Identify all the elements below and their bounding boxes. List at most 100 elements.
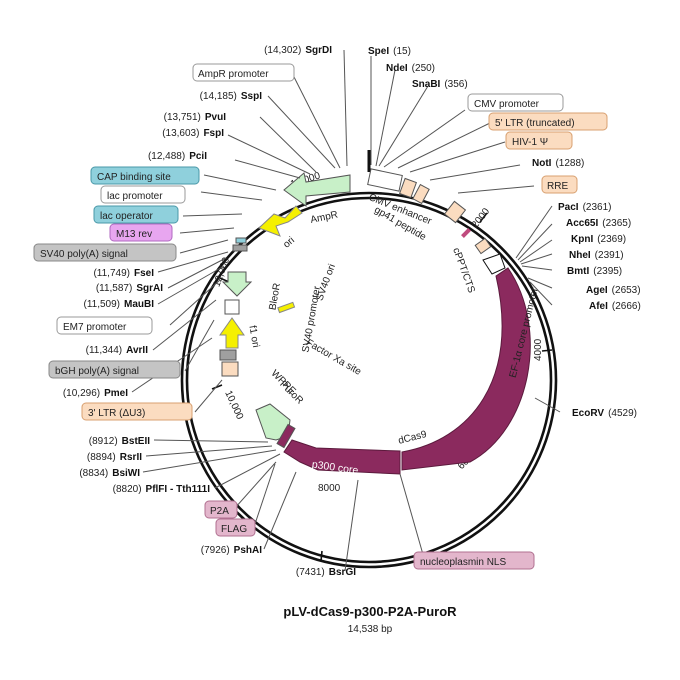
tick-2000 <box>479 212 488 223</box>
dcas9-label: dCas9 <box>397 429 428 447</box>
site-nhei: NheI (2391) <box>569 250 624 261</box>
tick-label-10000: 10,000 <box>222 389 245 422</box>
site-maubi-pos: (11,509) <box>83 299 120 310</box>
site-spei: SpeI (15) <box>368 46 411 57</box>
tick-label-4000: 4000 <box>533 338 544 361</box>
feature-box-sv40-polya: SV40 poly(A) signal <box>33 243 177 262</box>
ef1a-dots <box>482 253 506 275</box>
tick-8000 <box>320 550 323 562</box>
site-bsiwi-name: BsiWI <box>112 468 140 479</box>
site-maubi-name: MauBI <box>124 299 154 310</box>
site-sgrai-name: SgrAI <box>136 283 163 294</box>
site-noti: NotI (1288) <box>532 158 584 169</box>
site-kpni-pos: (2369) <box>597 234 626 245</box>
site-maubi: (11,509) MauBI <box>83 299 154 310</box>
site-pflfi: (8820) PflFI - Tth111I <box>113 484 211 495</box>
site-rsrii: (8894) RsrII <box>87 452 142 463</box>
site-fspi-pos: (13,603) <box>162 128 199 139</box>
site-snabi-pos: (356) <box>444 79 467 90</box>
feature-box-m13-rev-text: M13 rev <box>116 229 152 240</box>
backbone-inner-ring <box>185 196 553 564</box>
site-ndei-pos: (250) <box>412 63 435 74</box>
site-pvui: (13,751) PvuI <box>164 112 227 123</box>
site-ecorv-pos: (4529) <box>608 408 637 419</box>
site-bsiwi-pos: (8834) <box>79 468 108 479</box>
site-bsiwi: (8834) BsiWI <box>79 468 140 479</box>
site-afei-name: AfeI <box>589 301 608 312</box>
site-fspi: (13,603) FspI <box>162 128 224 139</box>
f1-ori-arrow <box>219 317 245 349</box>
site-acc65i-name: Acc65I <box>566 218 598 229</box>
feature-box-em7-promoter-text: EM7 promoter <box>63 322 127 333</box>
site-spei-pos: (15) <box>393 46 411 57</box>
site-bsrgi-name: BsrGI <box>329 567 356 578</box>
site-pcii-pos: (12,488) <box>148 151 185 162</box>
site-bsteii-name: BstEII <box>122 436 151 447</box>
site-acc65i-pos: (2365) <box>602 218 631 229</box>
site-pmei-name: PmeI <box>104 388 128 399</box>
site-acc65i: Acc65I (2365) <box>566 218 631 229</box>
site-sspi-pos: (14,185) <box>200 91 237 102</box>
sv40-polyA-block <box>232 244 248 252</box>
site-avrii-name: AvrII <box>126 345 148 356</box>
site-kpni-name: KpnI <box>571 234 593 245</box>
feature-box-lac-operator-text: lac operator <box>100 211 153 222</box>
feature-box-lac-promoter: lac promoter <box>100 185 186 204</box>
site-bmti-pos: (2395) <box>593 266 622 277</box>
site-paci-pos: (2361) <box>583 202 612 213</box>
feature-box-3ltr: 3' LTR (ΔU3) <box>81 402 193 421</box>
feature-box-lac-operator: lac operator <box>93 205 179 224</box>
sv40-ori-block <box>277 301 296 314</box>
3ltr-block <box>221 361 239 377</box>
plasmid-title: pLV-dCas9-p300-P2A-PuroR <box>283 604 457 619</box>
site-bsteii: (8912) BstEII <box>89 436 150 447</box>
cmv-enhancer-block <box>367 168 403 192</box>
site-snabi: SnaBI (356) <box>412 79 468 90</box>
site-bsteii-pos: (8912) <box>89 436 118 447</box>
site-pmei: (10,296) PmeI <box>63 388 128 399</box>
site-sspi: (14,185) SspI <box>200 91 263 102</box>
feature-box-ampr-promoter-text: AmpR promoter <box>198 69 269 80</box>
cap-site-block <box>235 237 247 244</box>
plasmid-size: 14,538 bp <box>348 624 393 635</box>
site-pvui-pos: (13,751) <box>164 112 201 123</box>
site-pshai-pos: (7926) <box>201 545 230 556</box>
site-rsrii-pos: (8894) <box>87 452 116 463</box>
em7-block <box>224 299 240 315</box>
puror-block <box>276 423 296 449</box>
feature-box-m13-rev: M13 rev <box>109 223 173 242</box>
site-bmti: BmtI (2395) <box>567 266 622 277</box>
site-fsei-pos: (11,749) <box>93 268 130 279</box>
feature-box-5ltr: 5' LTR (truncated) <box>488 112 608 131</box>
site-afei: AfeI (2666) <box>589 301 641 312</box>
feature-box-hiv1-psi: HIV-1 Ψ <box>505 131 573 150</box>
tick-label-2000: 2000 <box>470 206 493 231</box>
site-bmti-name: BmtI <box>567 266 589 277</box>
site-noti-pos: (1288) <box>555 158 584 169</box>
feature-box-nucleoplasmin-nls-text: nucleoplasmin NLS <box>420 557 506 568</box>
feature-box-cmv-promoter-text: CMV promoter <box>474 99 540 110</box>
site-sgrai-pos: (11,587) <box>96 283 133 294</box>
site-sgrdi-pos: (14,302) <box>264 45 301 56</box>
site-rsrii-name: RsrII <box>120 452 142 463</box>
site-sgrdi: (14,302) SgrDI <box>264 45 332 56</box>
feature-box-sv40-polya-text: SV40 poly(A) signal <box>40 249 128 260</box>
site-ndei-name: NdeI <box>386 63 408 74</box>
site-fsei: (11,749) FseI <box>93 268 154 279</box>
site-ecorv: EcoRV (4529) <box>572 408 637 419</box>
site-kpni: KpnI (2369) <box>571 234 626 245</box>
site-afei-pos: (2666) <box>612 301 641 312</box>
5ltr-block <box>412 183 430 205</box>
site-bsrgi: (7431) BsrGI <box>296 567 356 578</box>
bgh-polyA-block <box>219 349 237 361</box>
site-nhei-name: NheI <box>569 250 591 261</box>
site-ndei: NdeI (250) <box>386 63 435 74</box>
site-fsei-name: FseI <box>134 268 154 279</box>
tick-10000 <box>211 384 223 390</box>
ori-arrow <box>258 205 303 237</box>
cppt-label: cPPT/CTS <box>450 246 477 294</box>
site-nhei-pos: (2391) <box>595 250 624 261</box>
feature-box-em7-promoter: EM7 promoter <box>56 316 153 335</box>
site-fspi-name: FspI <box>203 128 224 139</box>
